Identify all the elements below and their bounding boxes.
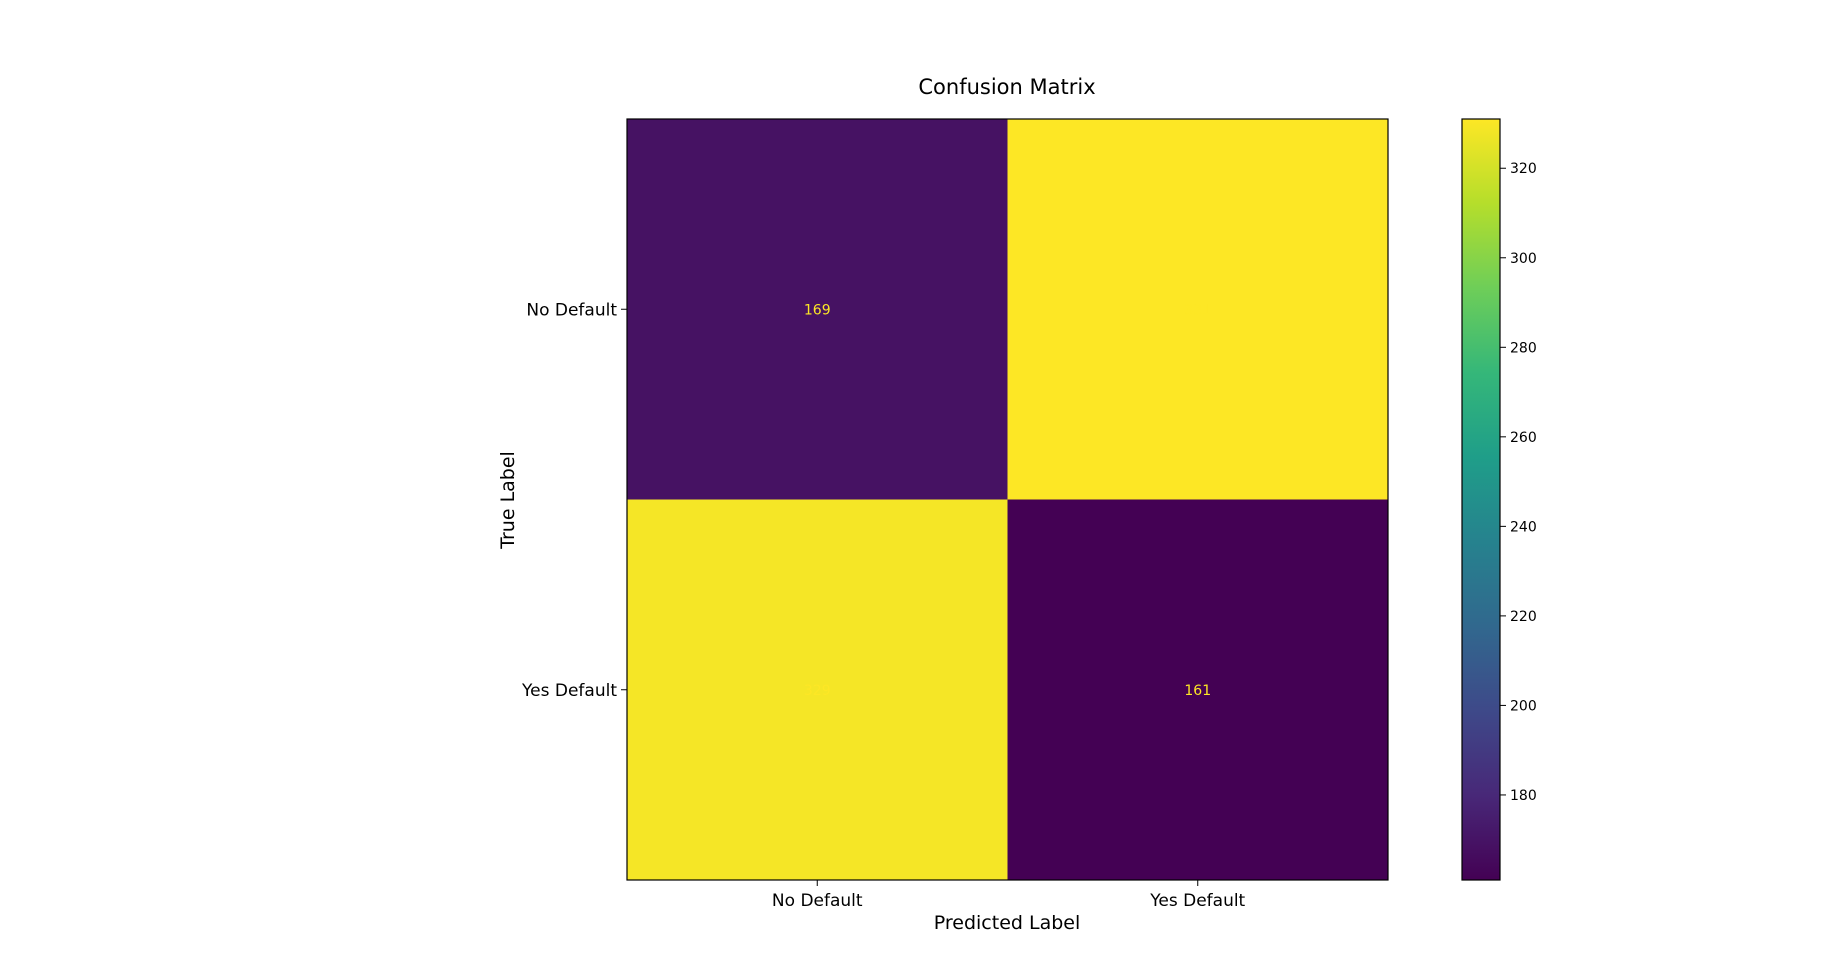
colorbar-tick-label: 180 <box>1510 788 1537 804</box>
y-tick-label: No Default <box>526 300 617 320</box>
heatmap-cell <box>1007 119 1388 500</box>
colorbar-tick-label: 200 <box>1510 698 1537 714</box>
colorbar-ticks: 180 200 220 240 260 280 300 320 <box>1500 161 1537 804</box>
y-axis-ticks: No Default Yes Default <box>521 300 627 701</box>
heatmap-cell <box>627 499 1008 880</box>
plot-frame <box>626 118 1389 881</box>
colorbar <box>1461 118 1501 881</box>
heatmap-cells <box>627 119 1388 880</box>
cell-value-label: 169 <box>804 302 831 318</box>
cell-value-label: 331 <box>1184 302 1211 318</box>
x-tick-label: Yes Default <box>1149 891 1245 911</box>
colorbar-tick-label: 220 <box>1510 609 1537 625</box>
x-axis-ticks: No Default Yes Default <box>772 880 1246 911</box>
heatmap-cell <box>1007 499 1388 880</box>
heatmap-cell <box>627 119 1008 500</box>
y-tick-label: Yes Default <box>521 681 617 701</box>
colorbar-tick-label: 240 <box>1510 519 1537 535</box>
x-axis-label: Predicted Label <box>934 912 1081 934</box>
colorbar-tick-label: 280 <box>1510 340 1537 356</box>
cell-value-label: 161 <box>1184 683 1211 699</box>
colorbar-tick-label: 320 <box>1510 161 1537 177</box>
colorbar-tick-label: 260 <box>1510 430 1537 446</box>
cell-value-label: 329 <box>804 683 831 699</box>
colorbar-tick-label: 300 <box>1510 251 1537 267</box>
chart-title: Confusion Matrix <box>918 75 1095 99</box>
cell-annotations: 169 331 329 161 <box>804 302 1211 699</box>
x-tick-label: No Default <box>772 891 863 911</box>
y-axis-label: True Label <box>497 451 519 550</box>
